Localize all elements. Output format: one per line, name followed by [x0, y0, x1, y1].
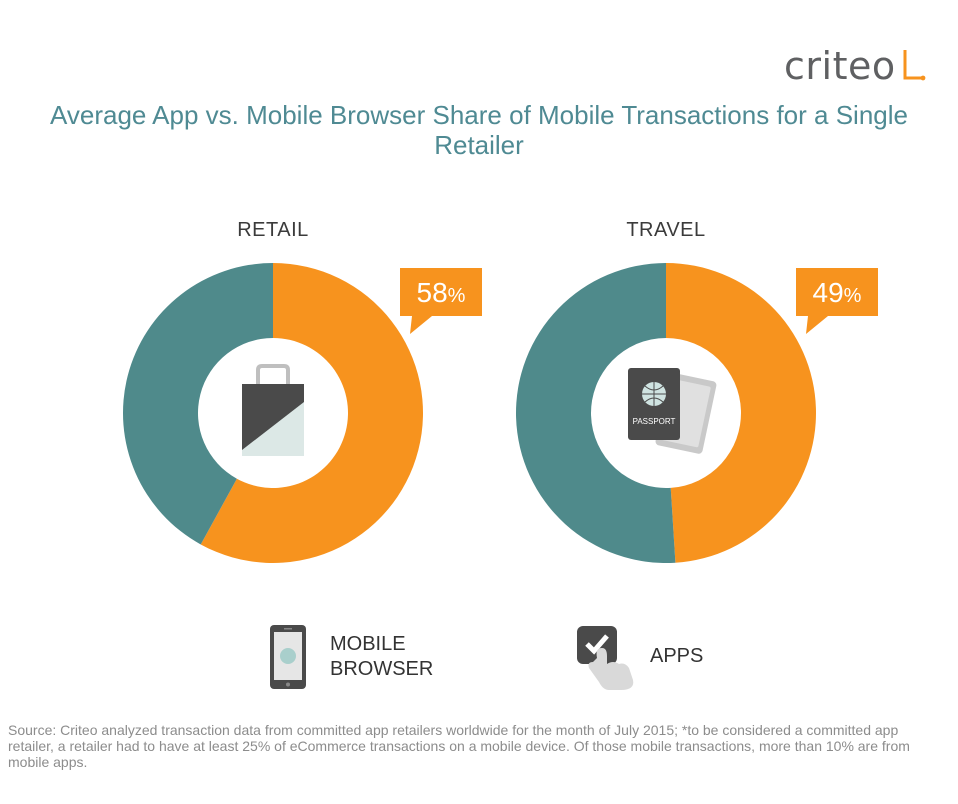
donut-slice-travel-apps — [666, 263, 816, 563]
chart-label-travel: TRAVEL — [626, 219, 706, 241]
donut-slice-retail-mobile-browser — [123, 263, 273, 545]
data-label-unit: % — [448, 285, 466, 307]
source-note: Source: Criteo analyzed transaction data… — [8, 722, 910, 770]
data-label-text: 49% — [813, 277, 862, 308]
data-label-retail: 58% — [400, 268, 482, 334]
passport-icon-text: PASSPORT — [633, 417, 676, 426]
smartphone-icon — [270, 625, 306, 689]
tap-app-icon — [577, 626, 634, 690]
data-label-text: 58% — [417, 277, 466, 308]
donut-slice-travel-mobile-browser — [515, 263, 676, 563]
criteo-logo: criteo — [784, 44, 896, 88]
legend-label-apps: APPS — [650, 645, 704, 667]
data-label-number: 58 — [417, 277, 448, 308]
chart-label-retail: RETAIL — [237, 219, 309, 241]
passport-icon: PASSPORT — [628, 368, 717, 454]
data-label-box — [796, 268, 878, 334]
donut-slice-retail-apps — [200, 263, 423, 563]
data-label-box — [400, 268, 482, 334]
legend-label-mobile-browser: MOBILE BROWSER — [330, 632, 433, 682]
legend-label-mobile: MOBILE — [330, 633, 406, 655]
criteo-logo-mark — [903, 50, 926, 81]
chart-title: Average App vs. Mobile Browser Share of … — [50, 100, 908, 160]
data-label-travel: 49% — [796, 268, 878, 334]
data-label-unit: % — [844, 285, 862, 307]
data-label-number: 49 — [813, 277, 844, 308]
legend-label-browser: BROWSER — [330, 658, 434, 680]
shopping-bag-icon — [242, 364, 304, 456]
